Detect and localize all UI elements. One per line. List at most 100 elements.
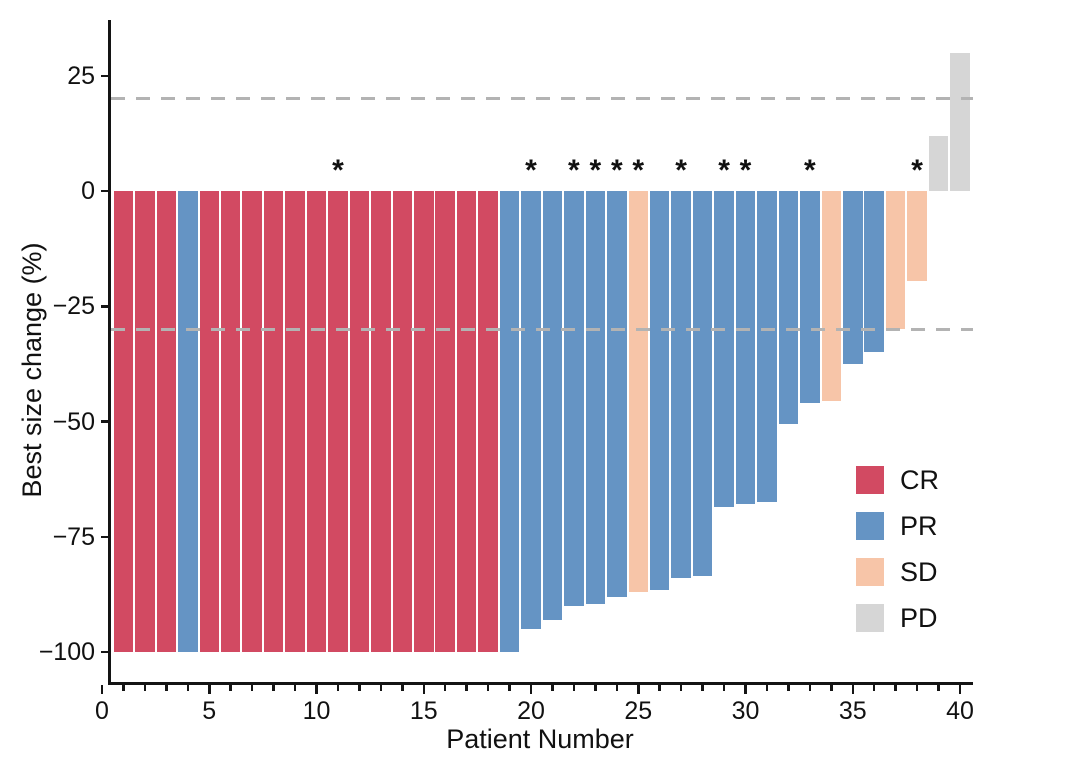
legend-swatch-pd-icon bbox=[856, 604, 884, 632]
bar-patient-5 bbox=[199, 191, 219, 652]
bar-patient-4 bbox=[178, 191, 198, 652]
bar-patient-26 bbox=[649, 191, 670, 590]
x-tick bbox=[100, 685, 104, 694]
bar-patient-7 bbox=[242, 191, 262, 652]
significance-asterisk-patient-23: * bbox=[589, 154, 602, 187]
x-tick bbox=[401, 685, 404, 691]
legend-swatch-cr-icon bbox=[856, 466, 884, 494]
significance-asterisk-patient-24: * bbox=[610, 154, 623, 187]
x-tick bbox=[722, 685, 726, 691]
y-tick-label-0: 0 bbox=[81, 177, 95, 205]
x-tick bbox=[529, 685, 533, 694]
bar-patient-1 bbox=[113, 191, 134, 652]
bar-patient-37 bbox=[885, 191, 906, 330]
bar-patient-34 bbox=[821, 191, 842, 401]
bar-patient-31 bbox=[757, 191, 777, 503]
bar-patient-29 bbox=[714, 191, 734, 507]
x-tick-label-0: 0 bbox=[95, 697, 109, 725]
y-tick-label--25: −25 bbox=[52, 292, 95, 321]
y-axis-line bbox=[108, 20, 111, 685]
x-tick bbox=[422, 685, 425, 694]
legend-label-sd: SD bbox=[900, 556, 938, 587]
legend-label-pd: PD bbox=[900, 602, 938, 633]
significance-asterisk-patient-22: * bbox=[568, 154, 580, 187]
bar-patient-22 bbox=[564, 191, 584, 606]
x-axis-line bbox=[108, 682, 973, 685]
x-tick bbox=[336, 685, 340, 691]
x-tick-label-20: 20 bbox=[517, 697, 545, 725]
x-tick bbox=[765, 685, 769, 691]
x-tick bbox=[851, 685, 854, 694]
x-tick bbox=[701, 685, 704, 691]
y-tick bbox=[101, 74, 108, 77]
bar-patient-36 bbox=[864, 191, 884, 353]
reference-line-minus30 bbox=[111, 327, 973, 331]
bar-patient-32 bbox=[778, 191, 799, 424]
y-tick-label-25: 25 bbox=[67, 61, 95, 90]
y-tick-label--100: −100 bbox=[38, 638, 95, 666]
bar-patient-27 bbox=[671, 191, 691, 579]
legend-item-sd: SD bbox=[856, 556, 1056, 587]
legend: CR PR SD PD bbox=[856, 465, 1056, 650]
x-tick bbox=[358, 685, 361, 691]
legend-item-cr: CR bbox=[856, 465, 1056, 495]
bar-patient-19 bbox=[499, 191, 520, 652]
x-tick-label-25: 25 bbox=[624, 697, 653, 725]
x-tick bbox=[937, 685, 940, 691]
bar-patient-6 bbox=[220, 191, 241, 652]
x-tick bbox=[293, 685, 297, 691]
significance-asterisk-patient-38: * bbox=[911, 154, 923, 187]
legend-label-pr: PR bbox=[900, 510, 938, 541]
x-tick bbox=[122, 685, 125, 691]
x-tick bbox=[551, 685, 554, 691]
legend-item-pd: PD bbox=[856, 602, 1056, 633]
bar-patient-11 bbox=[328, 191, 348, 652]
bar-patient-15 bbox=[414, 191, 434, 652]
bar-patient-9 bbox=[285, 191, 305, 652]
y-tick bbox=[101, 650, 108, 654]
significance-asterisk-patient-30: * bbox=[739, 154, 752, 187]
x-tick bbox=[958, 685, 962, 694]
x-tick bbox=[443, 685, 447, 691]
x-tick bbox=[229, 685, 232, 691]
bar-patient-28 bbox=[692, 191, 713, 576]
bar-patient-16 bbox=[435, 191, 455, 652]
x-tick bbox=[658, 685, 661, 691]
bar-patient-17 bbox=[456, 191, 477, 652]
x-tick bbox=[594, 685, 597, 691]
significance-asterisk-patient-20: * bbox=[525, 154, 537, 187]
bar-patient-25 bbox=[628, 191, 648, 593]
x-tick bbox=[143, 685, 147, 691]
bar-patient-10 bbox=[306, 191, 327, 652]
legend-swatch-sd-icon bbox=[856, 558, 884, 586]
x-tick bbox=[808, 685, 812, 691]
y-axis-title: Best size change (%) bbox=[17, 242, 47, 498]
bar-patient-23 bbox=[585, 191, 606, 604]
bar-patient-33 bbox=[800, 191, 820, 404]
bar-patient-40 bbox=[950, 52, 970, 191]
x-tick bbox=[615, 685, 619, 691]
bar-patient-14 bbox=[392, 191, 413, 652]
x-tick bbox=[830, 685, 833, 691]
bar-patient-38 bbox=[907, 191, 927, 281]
x-tick bbox=[744, 685, 747, 694]
x-tick-label-40: 40 bbox=[946, 697, 974, 725]
x-tick bbox=[379, 685, 383, 691]
x-tick bbox=[572, 685, 576, 691]
legend-swatch-pr-icon bbox=[856, 512, 884, 540]
x-tick-label-15: 15 bbox=[409, 697, 438, 725]
bar-patient-12 bbox=[349, 191, 370, 652]
y-tick bbox=[101, 305, 108, 308]
bar-patient-18 bbox=[478, 191, 498, 652]
significance-asterisk-patient-29: * bbox=[718, 154, 730, 187]
x-tick bbox=[465, 685, 468, 691]
x-tick bbox=[186, 685, 190, 691]
x-tick bbox=[165, 685, 168, 691]
y-tick bbox=[101, 535, 108, 538]
x-tick bbox=[508, 685, 511, 691]
x-tick bbox=[208, 685, 211, 694]
x-tick bbox=[915, 685, 919, 691]
x-tick bbox=[637, 685, 640, 694]
x-tick-label-30: 30 bbox=[731, 697, 760, 725]
